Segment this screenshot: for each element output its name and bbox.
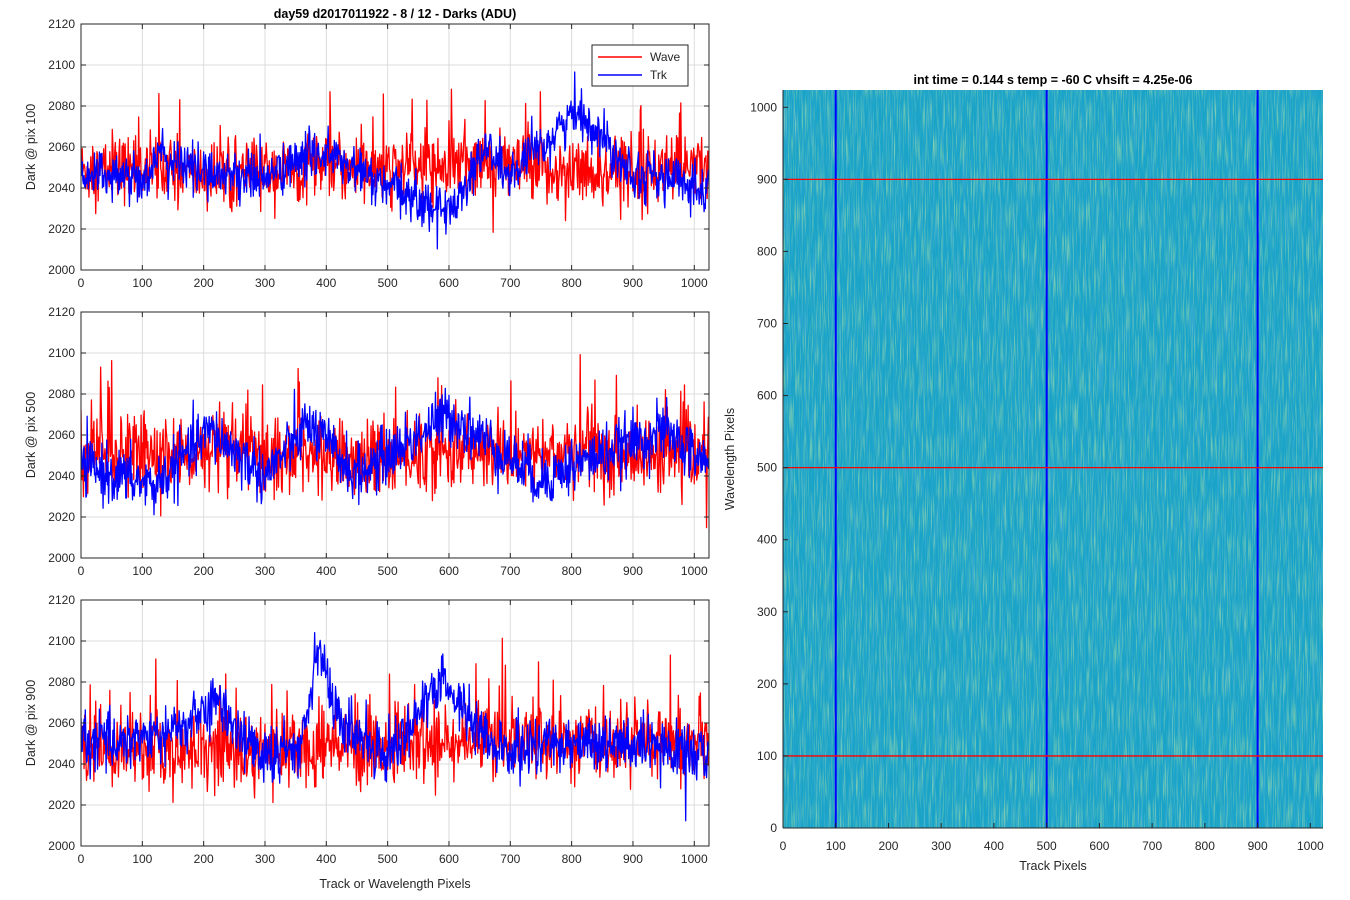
y-axis-label: Dark @ pix 500 bbox=[24, 392, 38, 478]
y-tick-label: 2100 bbox=[48, 346, 75, 360]
series-line-trk bbox=[81, 632, 709, 822]
right-x-axis-label: Track Pixels bbox=[1019, 859, 1087, 873]
y-tick-label: 2020 bbox=[48, 510, 75, 524]
heatmap-y-tick-label: 800 bbox=[757, 244, 777, 258]
heatmap-x-tick-label: 800 bbox=[1195, 839, 1215, 853]
y-tick-label: 2040 bbox=[48, 181, 75, 195]
series-line-trk bbox=[81, 387, 709, 516]
y-axis-label: Dark @ pix 900 bbox=[24, 680, 38, 766]
right-figure-title: int time = 0.144 s temp = -60 C vhsift =… bbox=[914, 73, 1193, 87]
x-tick-label: 400 bbox=[316, 276, 336, 290]
heatmap-y-tick-label: 200 bbox=[757, 677, 777, 691]
heatmap-x-tick-label: 100 bbox=[826, 839, 846, 853]
y-tick-label: 2000 bbox=[48, 839, 75, 853]
x-tick-label: 0 bbox=[78, 852, 85, 866]
x-tick-label: 900 bbox=[623, 564, 643, 578]
x-tick-label: 100 bbox=[132, 276, 152, 290]
x-tick-label: 1000 bbox=[681, 276, 708, 290]
y-tick-label: 2120 bbox=[48, 593, 75, 607]
heatmap-x-tick-label: 900 bbox=[1248, 839, 1268, 853]
x-tick-label: 100 bbox=[132, 852, 152, 866]
x-tick-label: 900 bbox=[623, 276, 643, 290]
x-tick-label: 200 bbox=[194, 276, 214, 290]
x-tick-label: 700 bbox=[500, 852, 520, 866]
y-tick-label: 2120 bbox=[48, 17, 75, 31]
x-tick-label: 700 bbox=[500, 276, 520, 290]
series-line-wave bbox=[81, 354, 709, 529]
y-tick-label: 2100 bbox=[48, 58, 75, 72]
y-tick-label: 2000 bbox=[48, 551, 75, 565]
left-x-axis-label: Track or Wavelength Pixels bbox=[319, 877, 470, 891]
heatmap-y-tick-label: 400 bbox=[757, 533, 777, 547]
x-tick-label: 300 bbox=[255, 852, 275, 866]
x-tick-label: 700 bbox=[500, 564, 520, 578]
y-tick-label: 2060 bbox=[48, 428, 75, 442]
y-tick-label: 2080 bbox=[48, 387, 75, 401]
y-tick-label: 2020 bbox=[48, 798, 75, 812]
line-chart-pix-500: 0 100 200 300 400 500 600 700 800 900 1000 2000 2020… bbox=[24, 305, 710, 578]
x-tick-label: 200 bbox=[194, 564, 214, 578]
heatmap-y-tick-label: 100 bbox=[757, 749, 777, 763]
heatmap-x-tick-label: 1000 bbox=[1297, 839, 1324, 853]
y-axis-label: Dark @ pix 100 bbox=[24, 104, 38, 190]
y-tick-label: 2060 bbox=[48, 716, 75, 730]
heatmap-x-tick-label: 0 bbox=[780, 839, 787, 853]
x-tick-label: 900 bbox=[623, 852, 643, 866]
y-tick-label: 2020 bbox=[48, 222, 75, 236]
heatmap-y-tick-label: 900 bbox=[757, 172, 777, 186]
x-tick-label: 1000 bbox=[681, 564, 708, 578]
legend-box bbox=[591, 44, 689, 87]
x-tick-label: 500 bbox=[378, 852, 398, 866]
x-tick-label: 500 bbox=[378, 564, 398, 578]
series-line-trk bbox=[81, 71, 709, 250]
heatmap-x-tick-label: 400 bbox=[984, 839, 1004, 853]
heatmap-x-tick-label: 300 bbox=[931, 839, 951, 853]
y-tick-label: 2120 bbox=[48, 305, 75, 319]
heatmap-chart: 0 100 200 300 400 500 600 700 800 900 1000 0 100 200 3… bbox=[750, 90, 1324, 853]
y-tick-label: 2040 bbox=[48, 757, 75, 771]
x-tick-label: 800 bbox=[562, 852, 582, 866]
legend: Wave Trk bbox=[591, 44, 689, 87]
x-tick-label: 1000 bbox=[681, 852, 708, 866]
heatmap-x-tick-label: 500 bbox=[1037, 839, 1057, 853]
heatmap-y-tick-label: 500 bbox=[757, 461, 777, 475]
line-chart-pix-900: 0 100 200 300 400 500 600 700 800 900 1000 2000 2020… bbox=[24, 593, 710, 866]
legend-label-wave: Wave bbox=[650, 50, 681, 64]
x-tick-label: 500 bbox=[378, 276, 398, 290]
heatmap-x-tick-label: 700 bbox=[1142, 839, 1162, 853]
heatmap-y-tick-label: 600 bbox=[757, 389, 777, 403]
heatmap-y-tick-label: 300 bbox=[757, 605, 777, 619]
heatmap-y-tick-label: 1000 bbox=[750, 100, 777, 114]
y-tick-label: 2000 bbox=[48, 263, 75, 277]
y-tick-label: 2100 bbox=[48, 634, 75, 648]
heatmap-y-tick-label: 0 bbox=[770, 821, 777, 835]
x-tick-label: 300 bbox=[255, 564, 275, 578]
x-tick-label: 800 bbox=[562, 276, 582, 290]
y-tick-label: 2040 bbox=[48, 469, 75, 483]
x-tick-label: 600 bbox=[439, 852, 459, 866]
y-tick-label: 2060 bbox=[48, 140, 75, 154]
x-tick-label: 800 bbox=[562, 564, 582, 578]
x-tick-label: 400 bbox=[316, 852, 336, 866]
right-y-axis-label: Wavelength Pixels bbox=[723, 408, 737, 510]
y-tick-label: 2080 bbox=[48, 675, 75, 689]
legend-label-trk: Trk bbox=[650, 68, 668, 82]
x-tick-label: 300 bbox=[255, 276, 275, 290]
x-tick-label: 600 bbox=[439, 276, 459, 290]
x-tick-label: 0 bbox=[78, 564, 85, 578]
heatmap-x-tick-label: 200 bbox=[878, 839, 898, 853]
x-tick-label: 400 bbox=[316, 564, 336, 578]
x-tick-label: 0 bbox=[78, 276, 85, 290]
x-tick-label: 100 bbox=[132, 564, 152, 578]
heatmap-texture-light bbox=[783, 90, 1323, 828]
left-figure-title: day59 d2017011922 - 8 / 12 - Darks (ADU) bbox=[274, 7, 517, 21]
y-tick-label: 2080 bbox=[48, 99, 75, 113]
x-tick-label: 200 bbox=[194, 852, 214, 866]
x-tick-label: 600 bbox=[439, 564, 459, 578]
heatmap-x-tick-label: 600 bbox=[1089, 839, 1109, 853]
heatmap-y-tick-label: 700 bbox=[757, 317, 777, 331]
